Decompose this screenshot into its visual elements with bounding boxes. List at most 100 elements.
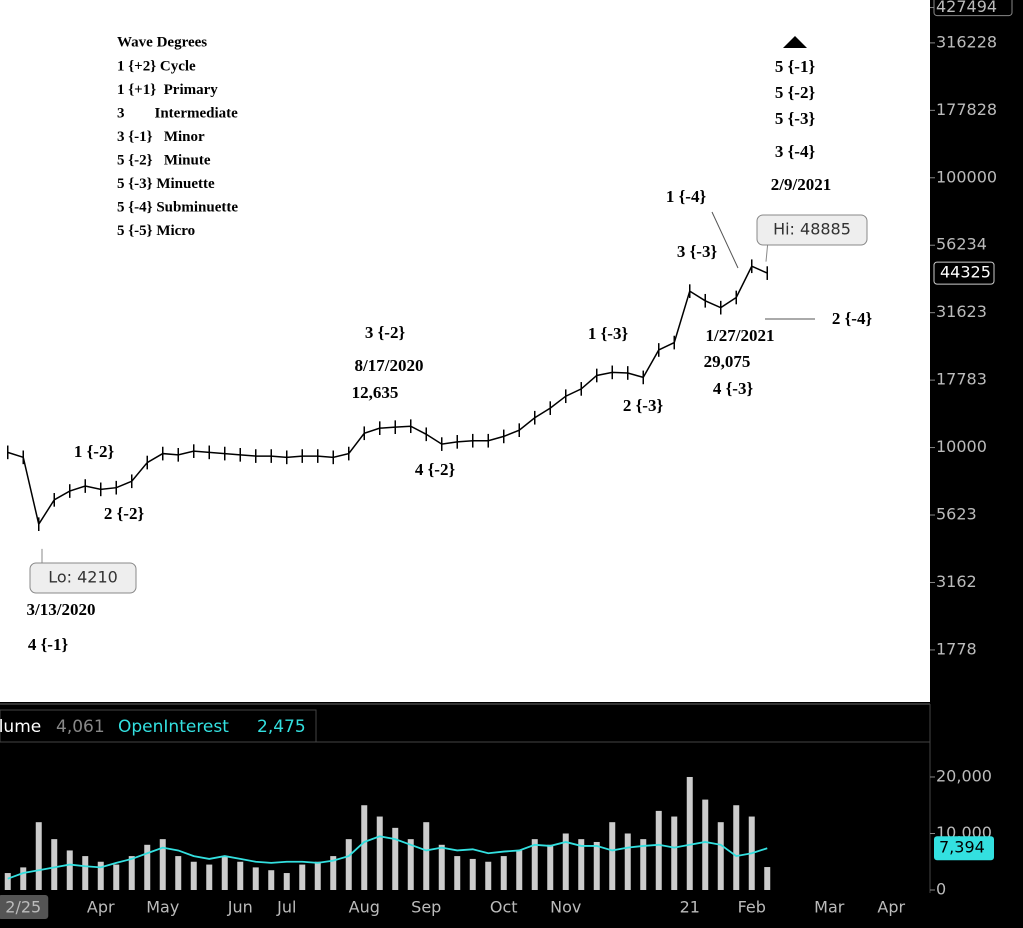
legend-item: 5 {-3} Minuette [117, 176, 215, 192]
volume-bar [392, 827, 399, 890]
annotation: 1/27/2021 [706, 326, 775, 345]
volume-bar [35, 822, 42, 890]
volume-bar [733, 805, 740, 890]
volume-bar [624, 833, 631, 890]
x-tick-label: Nov [550, 898, 581, 917]
annotation: 3 {-2} [365, 323, 406, 342]
volume-bar [609, 822, 616, 890]
x-tick-label: Apr [877, 898, 905, 917]
annotation: 12,635 [352, 383, 399, 402]
volume-bar [144, 844, 151, 890]
last-value: 7,394 [939, 838, 985, 857]
volume-bar [702, 799, 709, 890]
volume-bar [547, 844, 554, 890]
header-value: 2,475 [257, 717, 306, 737]
x-tick-label: Oct [490, 898, 518, 917]
x-tick-label: Feb [738, 898, 766, 917]
annotation: 5 {-1} [775, 57, 816, 76]
price-axis-panel [930, 0, 1023, 702]
volume-bar [500, 856, 507, 890]
last-price: 44325 [940, 263, 991, 282]
x-tick-label: May [146, 898, 179, 917]
volume-bar [640, 839, 647, 890]
series-name: Volume [0, 717, 41, 737]
price-line [7, 265, 768, 527]
y-tick-label: 427494 [936, 0, 997, 16]
volume-bar [345, 839, 352, 890]
volume-bar [206, 864, 213, 890]
callout-label: Lo: 4210 [48, 568, 118, 587]
y-tick-label: 17783 [936, 370, 987, 389]
volume-bar [516, 850, 523, 890]
pointer-line [711, 211, 739, 269]
series-name: OpenInterest [118, 717, 229, 737]
volume-bar [20, 867, 27, 890]
volume-bar [578, 839, 585, 890]
price-panel [0, 0, 930, 702]
annotation: 5 {-3} [775, 109, 816, 128]
callout-box [29, 562, 137, 594]
volume-bar [671, 816, 678, 890]
annotation: 4 {-3} [713, 379, 754, 398]
y-tick-label: 0 [936, 880, 946, 899]
header-value: 4,061 [56, 717, 105, 737]
x-tick-label: Sep [411, 898, 441, 917]
legend-item: 1 {+2} Cycle [117, 58, 196, 74]
callout-box [756, 214, 868, 246]
volume-bar [4, 873, 11, 890]
volume-bar [51, 839, 58, 890]
x-tick-label: Apr [87, 898, 115, 917]
legend-title: Wave Degrees [117, 34, 207, 50]
legend-item: 1 {+1} Primary [117, 82, 218, 98]
volume-bar [485, 861, 492, 890]
x-tick-label: Jun [227, 898, 253, 917]
volume-bar [562, 833, 569, 890]
x-label-box [0, 895, 49, 919]
volume-bar [454, 856, 461, 890]
volume-bar [159, 839, 166, 890]
legend-item: 5 {-5} Micro [117, 223, 195, 239]
annotation: 1 {-2} [74, 442, 115, 461]
y-tick-label: 100000 [936, 167, 997, 186]
volume-bar [764, 867, 771, 890]
y-tick-label: 31623 [936, 302, 987, 321]
legend-item: 5 {-4} Subminuette [117, 199, 238, 215]
legend-item: 3 Intermediate [117, 105, 238, 121]
annotation: 1 {-3} [588, 324, 629, 343]
volume-bar [407, 839, 414, 890]
legend-item: 3 {-1} Minor [117, 129, 205, 145]
annotation: 4 {-2} [415, 460, 456, 479]
y-tick-label: 177828 [936, 100, 997, 119]
tick-box [933, 0, 1013, 17]
annotation: 2 {-3} [623, 396, 664, 415]
arrow-up [783, 36, 807, 48]
y-tick-label: 56234 [936, 235, 987, 254]
volume-bar [655, 810, 662, 890]
volume-bar [97, 861, 104, 890]
volume-bar [299, 864, 306, 890]
last-price-box [933, 261, 995, 285]
x-tick-label: 21 [680, 898, 700, 917]
volume-bar [423, 822, 430, 890]
annotation: 2 {-4} [832, 309, 873, 328]
volume-bar [190, 861, 197, 890]
volume-bar [686, 776, 693, 890]
x-tick-label: 2/25 [5, 898, 41, 917]
y-tick-label: 1778 [936, 639, 977, 658]
x-tick-label: Aug [349, 898, 380, 917]
volume-bar [469, 858, 476, 890]
annotation: 3 {-4} [775, 142, 816, 161]
volume-bar [66, 850, 73, 890]
volume-header [0, 709, 317, 743]
annotation: 29,075 [704, 352, 751, 371]
volume-bar [268, 870, 275, 890]
volume-bar [330, 856, 337, 890]
y-tick-label: 3162 [936, 572, 977, 591]
volume-bar [237, 861, 244, 890]
volume-bar [593, 841, 600, 890]
volume-bar [438, 844, 445, 890]
annotation: 2/9/2021 [771, 175, 831, 194]
annotation: 8/17/2020 [355, 356, 424, 375]
annotation: 1 {-4} [666, 187, 707, 206]
